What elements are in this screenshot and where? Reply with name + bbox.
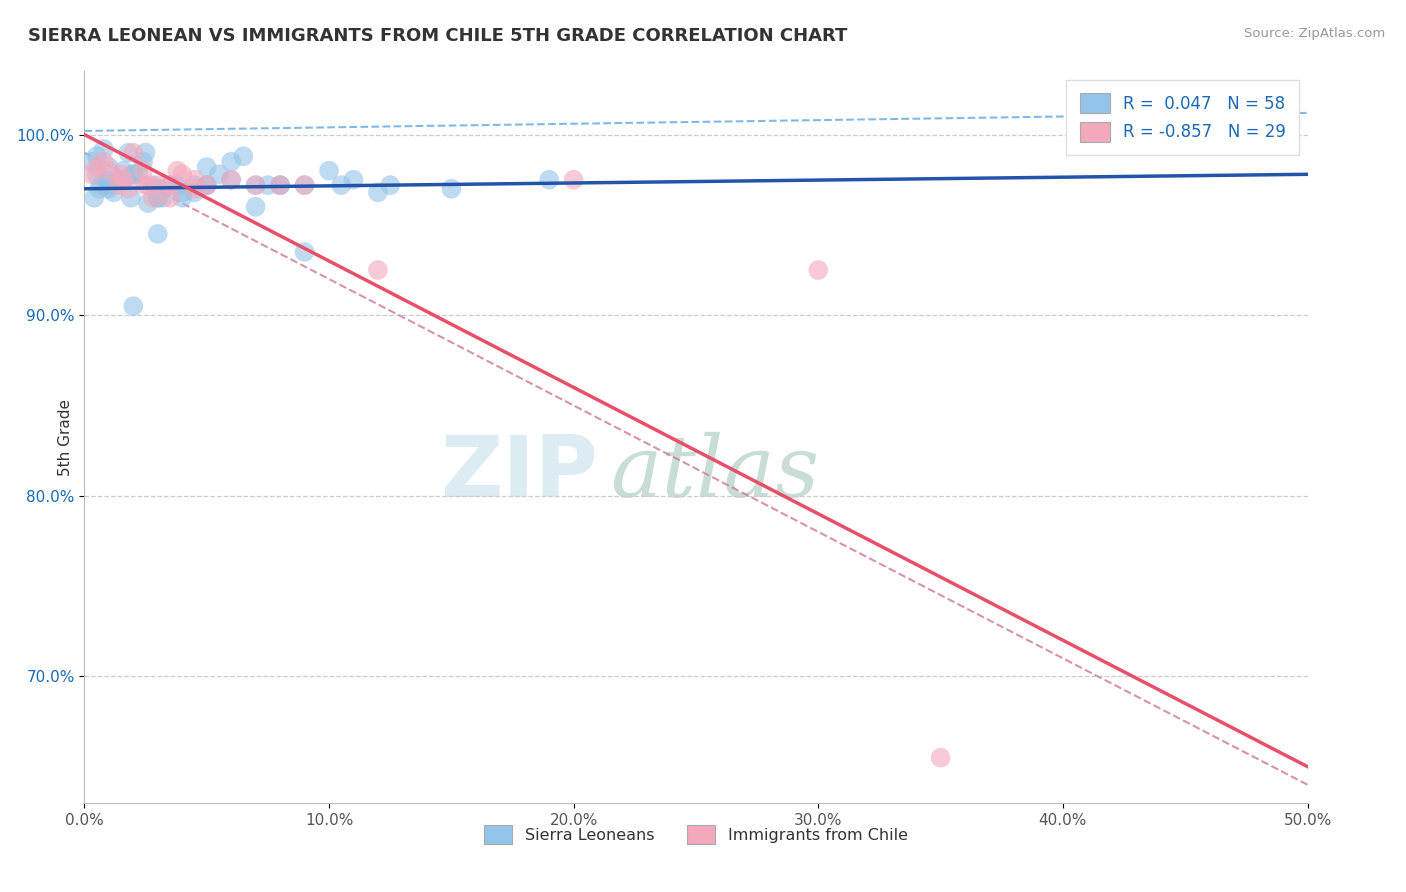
Point xyxy=(122,167,145,181)
Point xyxy=(807,263,830,277)
Point xyxy=(183,182,205,196)
Point xyxy=(342,172,364,186)
Point xyxy=(146,227,169,241)
Point xyxy=(367,186,389,200)
Point xyxy=(538,172,561,186)
Point xyxy=(294,244,316,259)
Point xyxy=(146,178,169,193)
Point xyxy=(135,145,157,160)
Point xyxy=(195,178,218,193)
Point xyxy=(110,167,132,181)
Point xyxy=(142,178,165,193)
Point xyxy=(232,149,254,163)
Point xyxy=(208,167,231,181)
Point xyxy=(97,160,120,174)
Point xyxy=(183,178,205,193)
Point xyxy=(269,178,291,193)
Point xyxy=(83,191,105,205)
Point xyxy=(195,178,218,193)
Point xyxy=(195,178,218,193)
Point xyxy=(136,178,159,193)
Point xyxy=(127,167,149,181)
Point xyxy=(146,191,169,205)
Point xyxy=(93,142,115,156)
Point xyxy=(86,160,108,174)
Point xyxy=(172,186,194,200)
Point xyxy=(183,172,205,186)
Point xyxy=(159,178,181,193)
Point xyxy=(132,154,155,169)
Point xyxy=(269,178,291,193)
Point xyxy=(136,196,159,211)
Point xyxy=(269,178,291,193)
Point xyxy=(112,172,135,186)
Point xyxy=(87,182,110,196)
Point xyxy=(112,172,135,186)
Text: Source: ZipAtlas.com: Source: ZipAtlas.com xyxy=(1244,27,1385,40)
Point xyxy=(219,154,242,169)
Point xyxy=(219,172,242,186)
Point xyxy=(172,167,194,181)
Point xyxy=(166,178,188,193)
Point xyxy=(110,172,132,186)
Point xyxy=(86,149,108,163)
Point xyxy=(132,163,155,178)
Point xyxy=(440,182,463,196)
Point xyxy=(122,299,145,313)
Point xyxy=(172,191,194,205)
Point xyxy=(380,178,402,193)
Point xyxy=(86,167,108,181)
Point xyxy=(929,750,952,764)
Text: ZIP: ZIP xyxy=(440,432,598,516)
Y-axis label: 5th Grade: 5th Grade xyxy=(58,399,73,475)
Point xyxy=(330,178,353,193)
Point xyxy=(107,178,129,193)
Point xyxy=(562,172,585,186)
Point xyxy=(142,191,165,205)
Point xyxy=(96,172,118,186)
Point xyxy=(257,178,280,193)
Point xyxy=(146,191,169,205)
Point xyxy=(195,160,218,174)
Point xyxy=(318,163,340,178)
Point xyxy=(367,263,389,277)
Text: atlas: atlas xyxy=(610,433,820,515)
Point xyxy=(93,154,115,169)
Point xyxy=(103,186,125,200)
Point xyxy=(183,186,205,200)
Point xyxy=(107,172,129,186)
Point xyxy=(159,178,181,193)
Point xyxy=(152,191,174,205)
Text: SIERRA LEONEAN VS IMMIGRANTS FROM CHILE 5TH GRADE CORRELATION CHART: SIERRA LEONEAN VS IMMIGRANTS FROM CHILE … xyxy=(28,27,848,45)
Point xyxy=(146,182,169,196)
Point xyxy=(120,191,142,205)
Point xyxy=(219,172,242,186)
Point xyxy=(117,182,139,196)
Point xyxy=(80,167,103,181)
Point xyxy=(294,178,316,193)
Point xyxy=(294,178,316,193)
Point xyxy=(97,178,120,193)
Point xyxy=(90,178,112,193)
Point xyxy=(166,163,188,178)
Point xyxy=(159,191,181,205)
Legend: Sierra Leoneans, Immigrants from Chile: Sierra Leoneans, Immigrants from Chile xyxy=(471,812,921,857)
Point xyxy=(117,145,139,160)
Point xyxy=(245,200,267,214)
Point xyxy=(112,163,135,178)
Point xyxy=(135,178,157,193)
Point xyxy=(97,182,120,196)
Point xyxy=(245,178,267,193)
Point xyxy=(97,163,120,178)
Point xyxy=(245,178,267,193)
Point xyxy=(122,167,145,181)
Point xyxy=(80,154,103,169)
Point xyxy=(122,145,145,160)
